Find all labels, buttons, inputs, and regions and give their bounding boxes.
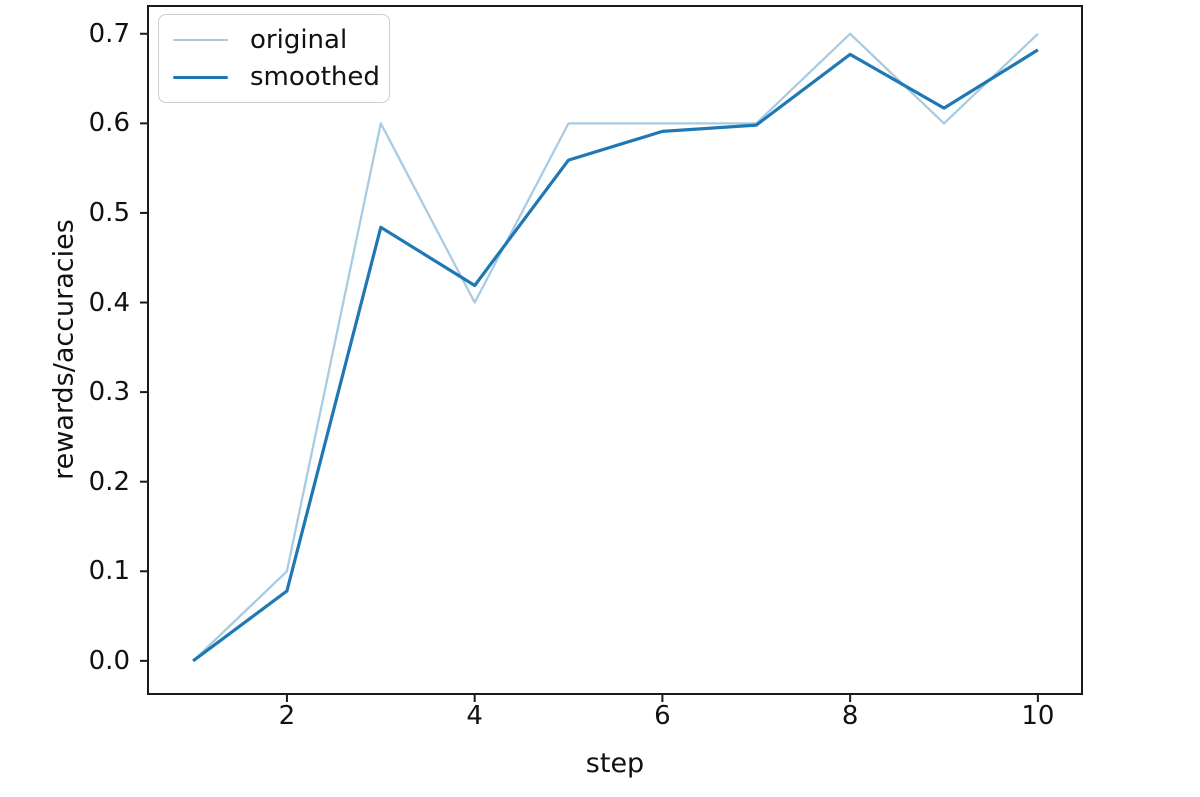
legend: original smoothed bbox=[158, 14, 390, 103]
legend-label-original: original bbox=[250, 24, 348, 55]
x-tick-label: 6 bbox=[654, 701, 671, 731]
y-tick-label: 0.0 bbox=[88, 645, 130, 676]
y-tick-label: 0.5 bbox=[88, 197, 130, 228]
legend-line-smoothed-icon bbox=[173, 75, 228, 79]
legend-label-smoothed: smoothed bbox=[250, 62, 380, 93]
x-tick-label: 4 bbox=[466, 701, 483, 731]
y-tick-label: 0.6 bbox=[88, 108, 130, 139]
legend-line-original-icon bbox=[173, 38, 228, 41]
y-tick-label: 0.3 bbox=[88, 377, 130, 408]
y-tick-label: 0.7 bbox=[88, 18, 130, 49]
series-line-original bbox=[192, 32, 1039, 662]
y-axis-label: rewards/accuracies bbox=[48, 219, 80, 480]
legend-item-smoothed: smoothed bbox=[159, 62, 389, 92]
axes-frame bbox=[147, 5, 1083, 695]
x-tick-label: 10 bbox=[1021, 701, 1055, 731]
x-axis-label: step bbox=[585, 748, 645, 779]
y-tick-label: 0.1 bbox=[88, 556, 130, 587]
x-tick-label: 2 bbox=[278, 701, 296, 731]
y-tick-label: 0.4 bbox=[88, 287, 130, 318]
series-line-smoothed bbox=[192, 48, 1039, 663]
y-tick-label: 0.2 bbox=[88, 466, 130, 497]
legend-item-original: original bbox=[159, 25, 389, 55]
x-tick-label: 8 bbox=[841, 701, 859, 731]
